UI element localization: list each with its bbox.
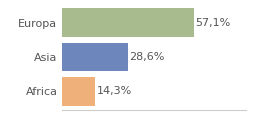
Bar <box>62 8 193 37</box>
Text: 28,6%: 28,6% <box>130 52 165 62</box>
Text: 14,3%: 14,3% <box>97 86 132 96</box>
Text: 57,1%: 57,1% <box>195 18 231 28</box>
Bar <box>62 77 95 106</box>
Bar <box>62 43 128 71</box>
